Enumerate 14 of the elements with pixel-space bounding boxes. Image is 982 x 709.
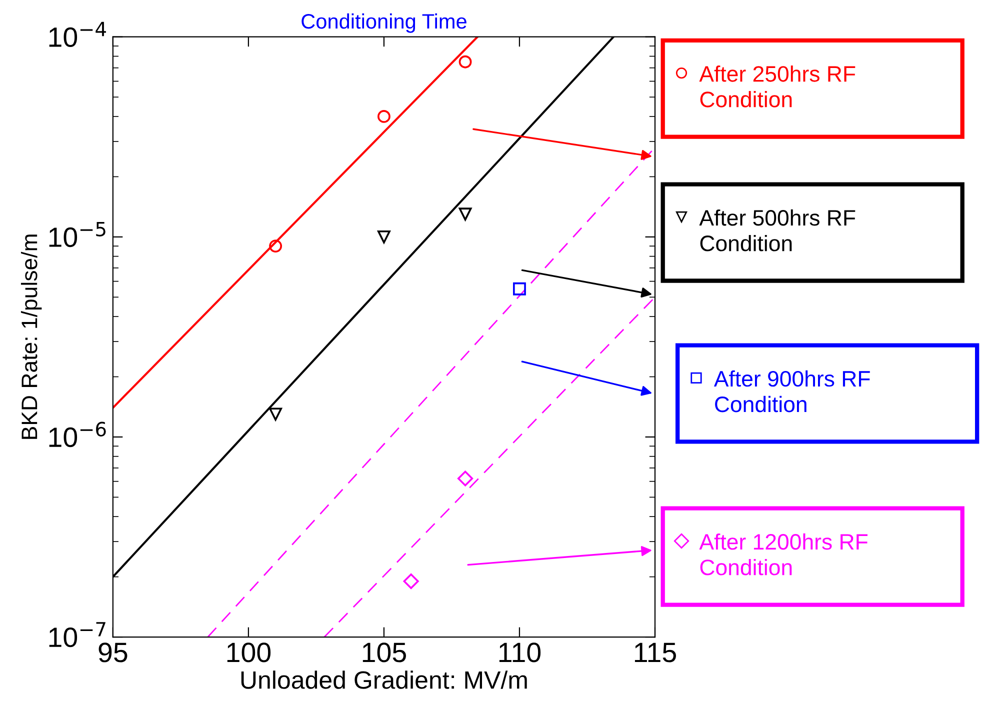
x-tick-label: 115 bbox=[634, 642, 676, 662]
legend-label: After 250hrs RF Condition bbox=[699, 65, 856, 108]
y-tick-label: 10$^{−5}$ bbox=[49, 222, 106, 248]
x-axis-title: Unloaded Gradient: MV/m bbox=[241, 670, 527, 689]
x-tick-label: 100 bbox=[227, 642, 271, 662]
x-tick-label: 110 bbox=[499, 642, 541, 662]
legend-label: After 500hrs RF Condition bbox=[699, 209, 856, 252]
y-tick-label: 10$^{−6}$ bbox=[49, 422, 106, 448]
legend-label: After 1200hrs RF Condition bbox=[699, 533, 868, 576]
x-tick-label: 105 bbox=[362, 642, 406, 662]
legend-label: After 900hrs RF Condition bbox=[714, 370, 870, 412]
chart-title: Conditioning Time bbox=[302, 13, 466, 33]
y-tick-label: 10$^{−4}$ bbox=[49, 22, 106, 48]
y-axis-title: BKD Rate: 1/pulse/m bbox=[20, 234, 42, 439]
